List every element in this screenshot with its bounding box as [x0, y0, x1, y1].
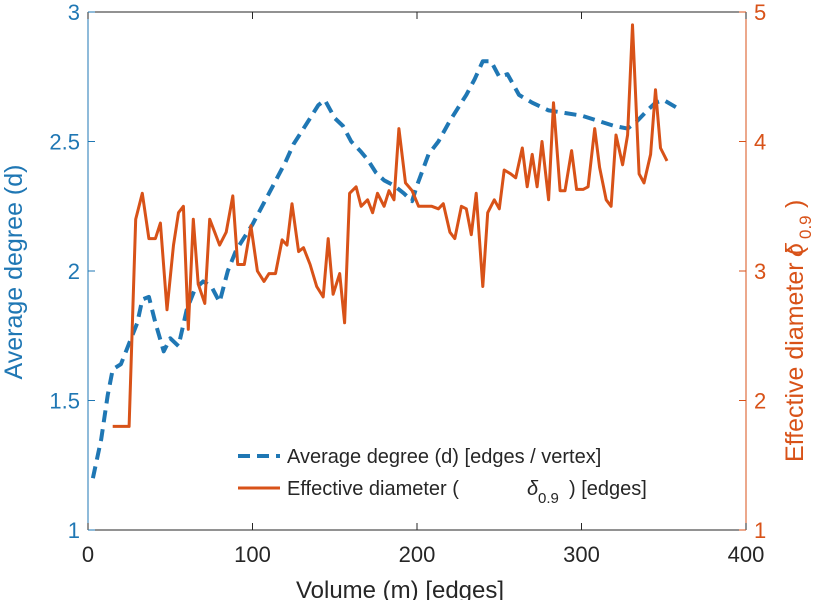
y-right-tick-label: 1 [754, 518, 766, 543]
y-axis-right-label-symbol: δ [781, 242, 809, 257]
x-axis-label: Volume (m) [edges] [296, 577, 504, 600]
legend: Average degree (d) [edges / vertex] Effe… [238, 446, 647, 507]
y-right-tick-label: 5 [754, 0, 766, 25]
y-right-tick-label: 4 [754, 130, 766, 155]
y-left-tick-label: 2.5 [49, 130, 80, 155]
legend-label-effective-diameter-subscript: 0.9 [538, 490, 559, 507]
y-axis-right-label-text: Effective diameter ( [781, 246, 809, 462]
y-left-tick-label: 1.5 [49, 389, 80, 414]
y-axis-left-label: Average degree (d) [0, 165, 28, 380]
x-tick-label: 0 [82, 542, 94, 567]
x-tick-label: 200 [399, 542, 436, 567]
legend-label-effective-diameter-pre: Effective diameter ( [287, 478, 459, 500]
y-left-tick-label: 1 [68, 518, 80, 543]
y-left-tick-label: 2 [68, 259, 80, 284]
series-line-average-degree [90, 59, 678, 479]
y-axis-right-label-subscript: 0.9 [796, 215, 815, 239]
legend-label-effective-diameter-symbol: δ [527, 478, 539, 500]
x-tick-label: 300 [563, 542, 600, 567]
y-right-tick-label: 3 [754, 259, 766, 284]
y-axis-right-label-tail: ) [781, 200, 809, 208]
series-layer [90, 23, 678, 479]
axes [87, 11, 747, 531]
legend-label-average-degree: Average degree (d) [edges / vertex] [287, 446, 601, 468]
x-tick-label: 100 [234, 542, 271, 567]
series-line-effective-diameter [112, 23, 669, 428]
x-tick-label: 400 [728, 542, 765, 567]
y-axis-right-label: Effective diameter ( δ 0.9 ) [781, 200, 815, 462]
y-right-tick-label: 2 [754, 389, 766, 414]
y-left-tick-label: 3 [68, 0, 80, 25]
legend-label-effective-diameter-post: ) [edges] [569, 478, 647, 500]
